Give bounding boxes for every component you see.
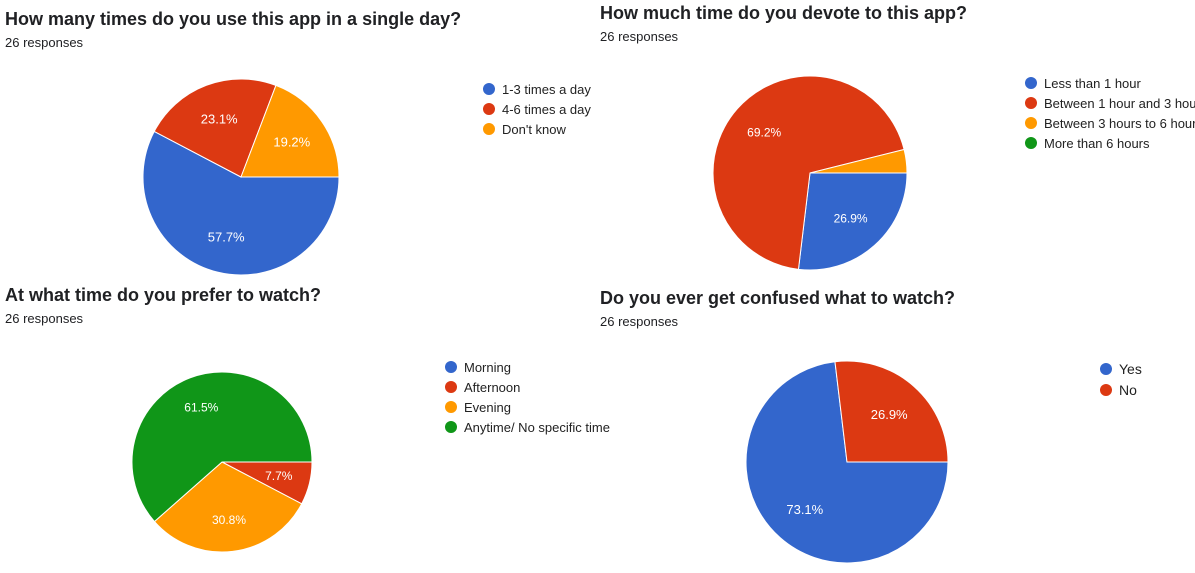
legend-label: Less than 1 hour	[1044, 75, 1141, 91]
legend-label: 4-6 times a day	[502, 101, 591, 117]
legend-label: No	[1119, 381, 1137, 398]
legend-swatch	[1025, 117, 1037, 129]
pie-slice-1-3-times-a-day	[142, 130, 340, 276]
chart-subtitle: 26 responses	[5, 35, 84, 50]
data-label-4-6-times-a-day: 23.1%	[201, 112, 238, 127]
legend-label: Don't know	[502, 121, 566, 137]
data-label-don-t-know: 19.2%	[273, 135, 310, 150]
legend-item-4-6-times-a-day[interactable]: 4-6 times a day	[483, 99, 591, 119]
pie-slice-less-than-1-hour	[797, 172, 908, 271]
legend-label: Morning	[464, 359, 511, 375]
legend-swatch	[1025, 97, 1037, 109]
pie-slice-anytime-no-specific-time	[131, 371, 313, 523]
data-label-1-3-times-a-day: 57.7%	[208, 229, 245, 244]
legend-label: Evening	[464, 399, 511, 415]
chart-subtitle: 26 responses	[5, 311, 84, 326]
legend-item-between-3-hours-to-6-hours[interactable]: Between 3 hours to 6 hours	[1025, 113, 1195, 133]
chart-subtitle: 26 responses	[600, 29, 679, 44]
data-label-afternoon: 7.7%	[265, 469, 293, 483]
pie-slice-don-t-know	[240, 84, 340, 178]
legend-item-evening[interactable]: Evening	[445, 397, 610, 417]
legend-swatch	[1025, 77, 1037, 89]
pie-slice-4-6-times-a-day	[153, 78, 277, 178]
legend-item-1-3-times-a-day[interactable]: 1-3 times a day	[483, 79, 591, 99]
legend-swatch	[483, 123, 495, 135]
legend-item-anytime-no-specific-time[interactable]: Anytime/ No specific time	[445, 417, 610, 437]
legend-swatch	[483, 103, 495, 115]
pie-chart: 26.9% 69.2%	[712, 75, 908, 271]
legend-label: More than 6 hours	[1044, 135, 1150, 151]
pie-slice-no	[834, 360, 949, 463]
legend-label: Between 1 hour and 3 hours	[1044, 95, 1195, 111]
legend-item-morning[interactable]: Morning	[445, 357, 610, 377]
legend-label: 1-3 times a day	[502, 81, 591, 97]
data-label-between-1-hour-and-3-hours: 69.2%	[747, 126, 781, 140]
data-label-anytime-no-specific-time: 61.5%	[184, 400, 218, 414]
pie-slice-between-3-hours-to-6-hours	[809, 148, 908, 174]
data-label-less-than-1-hour: 26.9%	[834, 212, 868, 226]
chart-title: At what time do you prefer to watch?	[5, 285, 322, 305]
legend-swatch	[1100, 383, 1112, 396]
legend-swatch	[1025, 137, 1037, 149]
chart-legend: 1-3 times a day 4-6 times a day Don't know	[483, 79, 591, 139]
legend-label: Yes	[1119, 360, 1142, 377]
legend-item-between-1-hour-and-3-hours[interactable]: Between 1 hour and 3 hours	[1025, 93, 1195, 113]
legend-item-afternoon[interactable]: Afternoon	[445, 377, 610, 397]
legend-swatch	[445, 401, 457, 413]
chart-legend: Morning Afternoon Evening Anytime/ No speci…	[445, 357, 610, 437]
legend-swatch	[1100, 362, 1112, 375]
chart-subtitle: 26 responses	[600, 314, 679, 329]
chart-title: How much time do you devote to this app?	[600, 3, 968, 23]
legend-label: Afternoon	[464, 379, 521, 395]
legend-swatch	[445, 361, 457, 373]
legend-label: Between 3 hours to 6 hours	[1044, 115, 1195, 131]
legend-swatch	[483, 83, 495, 95]
legend-swatch	[445, 421, 457, 433]
pie-chart: 7.7% 30.8% 61.5%	[131, 371, 313, 553]
legend-item-less-than-1-hour[interactable]: Less than 1 hour	[1025, 73, 1195, 93]
data-label-no: 26.9%	[871, 407, 908, 422]
legend-item-more-than-6-hours[interactable]: More than 6 hours	[1025, 133, 1195, 153]
chart-title: How many times do you use this app in a …	[5, 9, 462, 29]
legend-item-don-t-know[interactable]: Don't know	[483, 119, 591, 139]
data-label-evening: 30.8%	[212, 513, 246, 527]
chart-legend: Yes No	[1100, 358, 1142, 400]
legend-item-yes[interactable]: Yes	[1100, 358, 1142, 379]
pie-slice-evening	[153, 461, 303, 553]
pie-chart: 57.7% 23.1% 19.2%	[142, 78, 340, 276]
legend-swatch	[445, 381, 457, 393]
legend-item-no[interactable]: No	[1100, 379, 1142, 400]
data-label-yes: 73.1%	[786, 502, 823, 517]
chart-legend: Less than 1 hour Between 1 hour and 3 hou…	[1025, 73, 1195, 153]
legend-label: Anytime/ No specific time	[464, 419, 610, 435]
pie-slice-between-1-hour-and-3-hours	[712, 75, 905, 270]
chart-title: Do you ever get confused what to watch?	[600, 288, 956, 308]
pie-chart: 73.1% 26.9%	[745, 360, 949, 564]
